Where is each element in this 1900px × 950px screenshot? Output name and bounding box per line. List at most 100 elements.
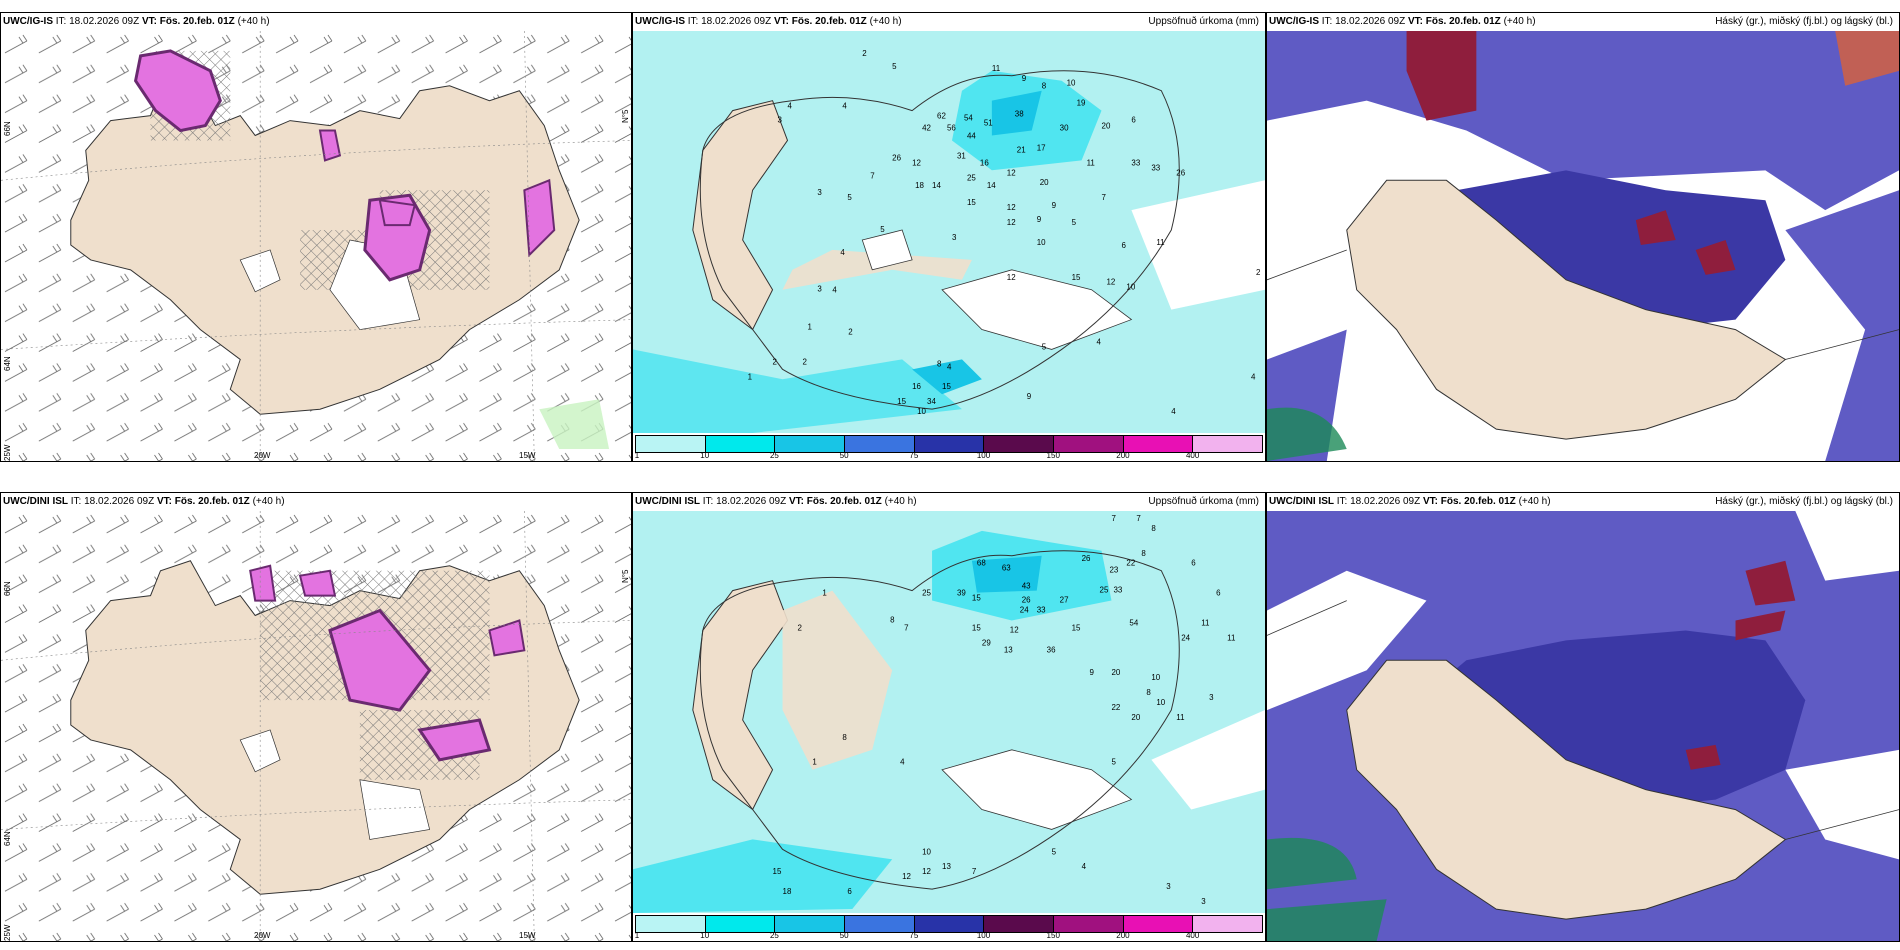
svg-text:20: 20 — [1131, 713, 1140, 722]
lat-label-65: N°5 — [621, 569, 630, 583]
svg-text:20: 20 — [1040, 178, 1049, 187]
svg-text:5: 5 — [880, 225, 885, 234]
svg-text:10: 10 — [922, 847, 931, 856]
svg-text:9: 9 — [1090, 668, 1095, 677]
svg-text:12: 12 — [1007, 273, 1016, 282]
panel-header: UWC/DINI ISL IT: 18.02.2026 09Z VT: Fös.… — [633, 493, 1265, 511]
svg-text:25: 25 — [967, 173, 976, 182]
svg-text:54: 54 — [1129, 618, 1138, 627]
panel-title: Uppsöfnuð úrkoma (mm) — [1148, 16, 1259, 27]
svg-text:13: 13 — [942, 862, 951, 871]
panel-bot-left: UWC/DINI ISL IT: 18.02.2026 09Z VT: Fös.… — [0, 492, 632, 942]
svg-text:12: 12 — [1010, 625, 1019, 634]
snow-area-nw — [133, 49, 222, 133]
panel-top-left: UWC/IG-IS IT: 18.02.2026 09Z VT: Fös. 20… — [0, 12, 632, 462]
svg-text:5: 5 — [1042, 342, 1047, 351]
panel-bot-mid: UWC/DINI ISL IT: 18.02.2026 09Z VT: Fös.… — [632, 492, 1266, 942]
svg-text:22: 22 — [1126, 559, 1135, 568]
precip-map: 7 7 8 8 6 1 2 6 68 63 26 23 22 25 39 15 … — [633, 511, 1265, 913]
svg-text:18: 18 — [915, 181, 924, 190]
svg-text:3: 3 — [1201, 897, 1206, 906]
svg-text:15: 15 — [967, 198, 976, 207]
svg-text:10: 10 — [917, 407, 926, 416]
panel-header: UWC/IG-IS IT: 18.02.2026 09Z VT: Fös. 20… — [633, 13, 1265, 31]
iceland-map-precip: 7 7 8 8 6 1 2 6 68 63 26 23 22 25 39 15 … — [633, 511, 1265, 913]
svg-text:11: 11 — [1156, 238, 1165, 247]
svg-text:11: 11 — [1176, 713, 1185, 722]
svg-text:4: 4 — [788, 102, 793, 111]
lat-label-64: 64N — [3, 356, 12, 371]
panel-header: UWC/DINI ISL IT: 18.02.2026 09Z VT: Fös.… — [1, 493, 631, 511]
svg-text:25: 25 — [922, 589, 931, 598]
svg-text:31: 31 — [957, 151, 966, 160]
svg-text:7: 7 — [870, 171, 875, 180]
svg-text:2: 2 — [797, 623, 802, 632]
svg-text:15: 15 — [1072, 623, 1081, 632]
svg-text:1: 1 — [807, 323, 812, 332]
svg-text:8: 8 — [1146, 688, 1151, 697]
lat-label-66: 66N — [3, 581, 12, 596]
svg-text:8: 8 — [1141, 549, 1146, 558]
svg-text:44: 44 — [967, 131, 976, 140]
svg-text:2: 2 — [1256, 268, 1261, 277]
svg-text:4: 4 — [900, 758, 905, 767]
svg-text:68: 68 — [977, 559, 986, 568]
svg-text:33: 33 — [1113, 586, 1122, 595]
svg-text:12: 12 — [1007, 168, 1016, 177]
svg-text:10: 10 — [1156, 698, 1165, 707]
precip-map: 2 5 11 9 8 10 4 3 4 62 54 51 38 30 19 20… — [633, 31, 1265, 433]
svg-text:8: 8 — [937, 359, 942, 368]
svg-text:19: 19 — [1077, 99, 1086, 108]
precip-colorbar: 1 10 25 50 75 100 150 200 400 — [633, 913, 1265, 941]
panel-header: UWC/DINI ISL IT: 18.02.2026 09Z VT: Fös.… — [1267, 493, 1899, 511]
svg-text:8: 8 — [890, 615, 895, 624]
svg-text:13: 13 — [1004, 645, 1013, 654]
svg-text:26: 26 — [892, 153, 901, 162]
svg-text:18: 18 — [783, 887, 792, 896]
svg-text:12: 12 — [902, 872, 911, 881]
panel-header: UWC/IG-IS IT: 18.02.2026 09Z VT: Fös. 20… — [1, 13, 631, 31]
svg-text:6: 6 — [1216, 589, 1221, 598]
lon-label-15: 15W — [519, 931, 536, 940]
svg-text:23: 23 — [1109, 566, 1118, 575]
svg-text:3: 3 — [817, 188, 822, 197]
svg-text:15: 15 — [972, 594, 981, 603]
svg-text:17: 17 — [1037, 143, 1046, 152]
svg-text:8: 8 — [1151, 524, 1156, 533]
svg-text:54: 54 — [964, 114, 973, 123]
svg-text:4: 4 — [1097, 337, 1102, 346]
svg-text:3: 3 — [1166, 882, 1171, 891]
svg-text:11: 11 — [992, 64, 1001, 73]
svg-text:3: 3 — [952, 233, 957, 242]
cloud-map — [1267, 31, 1899, 461]
svg-text:5: 5 — [847, 193, 852, 202]
svg-text:4: 4 — [1251, 372, 1256, 381]
svg-text:1: 1 — [748, 372, 753, 381]
lon-label-20: 20W — [254, 451, 271, 460]
lat-label-64: 64N — [3, 831, 12, 846]
svg-text:10: 10 — [1067, 79, 1076, 88]
svg-text:51: 51 — [984, 119, 993, 128]
panel-header: UWC/IG-IS IT: 18.02.2026 09Z VT: Fös. 20… — [1267, 13, 1899, 31]
svg-text:15: 15 — [942, 382, 951, 391]
svg-text:3: 3 — [1209, 693, 1214, 702]
svg-text:2: 2 — [773, 357, 778, 366]
svg-text:5: 5 — [1072, 218, 1077, 227]
svg-text:14: 14 — [932, 181, 941, 190]
svg-text:25: 25 — [1100, 586, 1109, 595]
svg-text:9: 9 — [1052, 201, 1057, 210]
svg-text:11: 11 — [1201, 618, 1210, 627]
svg-text:12: 12 — [1007, 203, 1016, 212]
svg-text:27: 27 — [1060, 596, 1069, 605]
svg-text:33: 33 — [1151, 163, 1160, 172]
svg-text:1: 1 — [822, 589, 827, 598]
svg-text:10: 10 — [1151, 673, 1160, 682]
svg-text:4: 4 — [947, 362, 952, 371]
panel-title: Háský (gr.), miðský (fj.bl.) og lágský (… — [1715, 496, 1893, 507]
svg-text:4: 4 — [842, 102, 847, 111]
svg-text:12: 12 — [1007, 218, 1016, 227]
svg-text:11: 11 — [1087, 158, 1096, 167]
svg-text:8: 8 — [842, 733, 847, 742]
svg-text:2: 2 — [862, 49, 867, 58]
svg-text:14: 14 — [987, 181, 996, 190]
